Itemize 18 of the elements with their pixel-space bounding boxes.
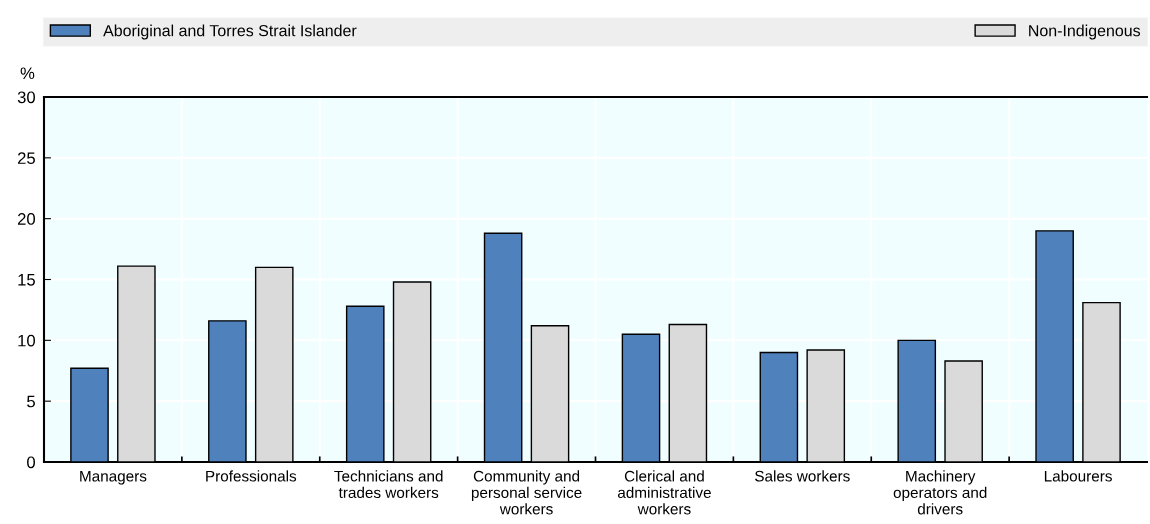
y-tick-label: 5 (27, 395, 35, 408)
y-tick-label: 20 (17, 213, 36, 225)
x-tick-label: Clerical and administrative workers (617, 470, 711, 515)
x-tick-label: Labourers (1044, 470, 1112, 482)
y-tick-label: 0 (27, 456, 36, 469)
x-tick-label: Managers (80, 470, 147, 485)
y-axis-title: % (20, 67, 35, 80)
legend-label: Aboriginal and Torres Strait Islander (103, 24, 357, 40)
y-tick-label: 10 (18, 334, 36, 347)
x-tick-label: Technicians and trades workers (334, 470, 443, 499)
x-tick-label: Machinery operators and drivers (893, 470, 987, 515)
y-tick-label: 30 (17, 91, 36, 104)
x-tick-label: Sales workers (755, 470, 850, 482)
y-tick-label: 25 (17, 152, 35, 165)
y-tick-label: 15 (18, 274, 35, 286)
x-tick-label: Community and personal service workers (471, 470, 582, 515)
x-tick-label: Professionals (206, 470, 297, 482)
legend-label: Non-Indigenous (1029, 24, 1141, 40)
